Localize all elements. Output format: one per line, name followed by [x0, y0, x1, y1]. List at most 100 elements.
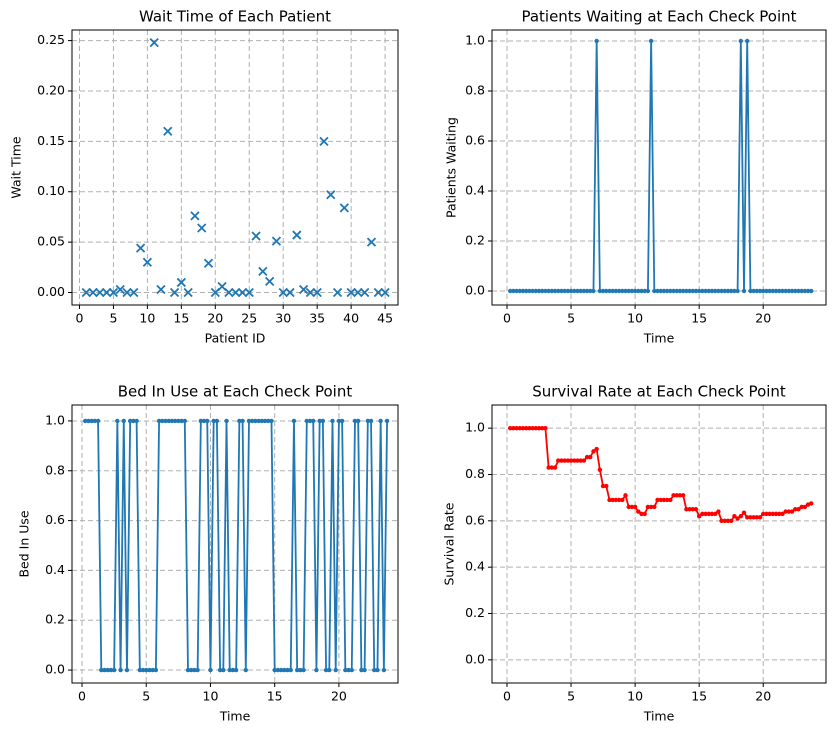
marker [709, 511, 715, 517]
marker [533, 425, 539, 431]
marker [275, 667, 281, 673]
marker [664, 288, 670, 294]
marker [632, 504, 638, 510]
marker [182, 418, 187, 424]
marker [201, 418, 207, 424]
marker [549, 465, 555, 470]
marker [687, 507, 692, 512]
marker [185, 667, 191, 673]
marker [613, 288, 619, 294]
marker [118, 667, 123, 673]
marker [507, 425, 513, 431]
marker [671, 288, 676, 294]
y-tick-label: 0.0 [465, 651, 485, 666]
point [122, 287, 132, 298]
marker [757, 288, 763, 294]
marker [767, 511, 772, 517]
point [95, 287, 105, 298]
marker [751, 288, 756, 294]
marker [591, 288, 596, 294]
x-tick-label: 10 [627, 689, 643, 704]
marker [211, 418, 216, 424]
marker [716, 288, 721, 294]
point [115, 284, 125, 295]
marker [588, 454, 593, 460]
marker [623, 493, 628, 498]
y-tick-label: 0.6 [465, 133, 485, 148]
marker [282, 667, 287, 673]
marker [761, 511, 766, 517]
marker [680, 288, 686, 294]
marker [176, 418, 181, 424]
point [237, 287, 248, 298]
marker [278, 667, 284, 673]
y-tick-label: 1.0 [465, 420, 485, 435]
point [285, 287, 295, 298]
marker [748, 288, 753, 294]
y-tick-label: 1.0 [465, 33, 485, 48]
marker [105, 667, 110, 673]
marker [246, 418, 252, 424]
marker [339, 418, 345, 424]
marker [693, 288, 699, 294]
marker [95, 418, 101, 424]
marker [230, 667, 236, 673]
marker [607, 497, 612, 503]
marker [124, 667, 130, 673]
marker [674, 288, 679, 294]
marker [680, 493, 686, 498]
plot-frame [71, 404, 399, 684]
point [319, 136, 329, 146]
marker [777, 511, 782, 517]
y-axis-label: Patients Waiting [444, 117, 459, 218]
marker [620, 288, 625, 294]
point [305, 287, 316, 298]
marker [150, 667, 155, 673]
marker [520, 425, 526, 431]
point [135, 243, 146, 253]
y-tick-label: 0.6 [45, 512, 65, 527]
x-tick-label: 30 [275, 311, 291, 326]
marker [131, 418, 136, 424]
marker [783, 288, 788, 294]
marker [604, 288, 609, 294]
marker [259, 418, 265, 424]
marker [511, 288, 516, 294]
marker [732, 288, 737, 294]
point [156, 284, 166, 295]
marker [636, 509, 641, 514]
marker [805, 288, 811, 294]
marker [195, 667, 200, 673]
marker [770, 511, 776, 517]
plot-frame [491, 29, 827, 306]
marker [311, 418, 316, 424]
marker [291, 418, 297, 424]
marker [751, 515, 756, 520]
marker [89, 418, 94, 424]
y-tick-label: 0.10 [37, 183, 65, 198]
marker [690, 507, 695, 512]
marker [581, 288, 587, 294]
point [169, 287, 180, 298]
marker [549, 288, 555, 294]
marker [256, 418, 261, 424]
marker [233, 667, 239, 673]
chart-title: Bed In Use at Each Check Point [118, 383, 353, 401]
y-tick-label: 0.8 [465, 466, 485, 481]
point [353, 287, 363, 298]
marker [728, 518, 734, 524]
marker [719, 288, 724, 294]
marker [597, 467, 603, 473]
marker [700, 288, 705, 294]
marker [362, 667, 367, 673]
marker [594, 38, 599, 44]
marker [610, 288, 615, 294]
marker [188, 667, 194, 673]
marker [575, 458, 580, 463]
marker [365, 418, 371, 424]
point [366, 237, 377, 247]
marker [770, 288, 776, 294]
marker [767, 288, 772, 294]
marker [712, 288, 718, 294]
marker [725, 288, 731, 294]
